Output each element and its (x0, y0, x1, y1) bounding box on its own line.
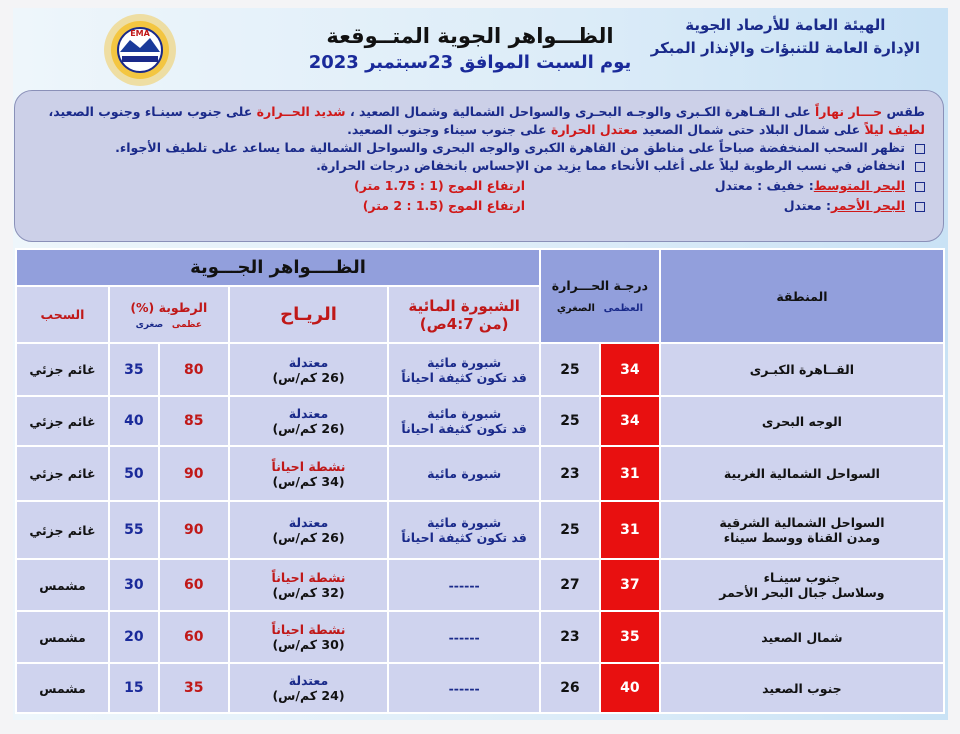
organization-name: الهيئة العامة للأرصاد الجوية الإدارة العا… (651, 14, 920, 60)
humidity-min: 55 (107, 500, 160, 560)
clouds: مشمس (15, 662, 110, 714)
clouds: مشمس (15, 558, 110, 612)
humidity-min: 35 (107, 342, 160, 397)
fog: ------ (387, 558, 541, 612)
fog: شبورة مائية قد تكون كثيفة احياناً (387, 342, 541, 397)
fog: شبورة مائية قد تكون كثيفة احياناً (387, 500, 541, 560)
bullet-clouds: تظهر السحب المنخفضة صباحاً على مناطق من … (33, 139, 925, 157)
date-text: يوم السبت الموافق 23سبتمبر 2023 (308, 52, 632, 73)
forecast-table: المنطقة درجـة الحـــرارة العظمى الصغري ال… (15, 248, 946, 714)
temp-min: 25 (538, 342, 601, 397)
fog: شبورة مائية قد تكون كثيفة احياناً (387, 395, 541, 447)
temp-max: 37 (598, 558, 661, 612)
humidity-max: 85 (157, 395, 230, 447)
header-clouds: السحب (15, 285, 110, 344)
clouds: غائم جزئي (15, 500, 110, 560)
humidity-max: 60 (157, 610, 230, 664)
region: الوجه البحرى (658, 395, 946, 447)
clouds: غائم جزئي (15, 395, 110, 447)
wind: معتدلة (26 كم/س) (227, 500, 390, 560)
checkbox-icon (915, 143, 925, 154)
fog: شبورة مائية (387, 445, 541, 502)
humidity-max: 90 (157, 500, 230, 560)
header-temperature: درجـة الحـــرارة العظمى الصغري (538, 248, 661, 344)
wind: معتدلة (26 كم/س) (227, 342, 390, 397)
humidity-max: 80 (157, 342, 230, 397)
temp-min: 27 (538, 558, 601, 612)
org-line2: الإدارة العامة للتنبؤات والإنذار المبكر (650, 39, 920, 57)
org-line1: الهيئة العامة للأرصاد الجوية (685, 16, 886, 34)
humidity-min: 50 (107, 445, 160, 502)
table-row: جنوب الصعيد 40 26 ------ معتدلة (24 كم/س) 35 15… (15, 662, 946, 714)
region: شمال الصعيد (658, 610, 946, 664)
humidity-min: 30 (107, 558, 160, 612)
checkbox-icon (915, 181, 925, 192)
temp-min: 25 (538, 500, 601, 560)
region: جنوب الصعيد (658, 662, 946, 714)
checkbox-icon (915, 201, 925, 212)
region: السواحل الشمالية الشرقية ومدن القناة ووسط… (658, 500, 946, 560)
header-fog: الشبورة المائية (من 4:7ص) (387, 285, 541, 344)
header-humidity: الرطوبة (%) عظمى صغرى (107, 285, 230, 344)
table-row: السواحل الشمالية الشرقية ومدن القناة ووسط… (15, 500, 946, 560)
wind: معتدلة (26 كم/س) (227, 395, 390, 447)
bullet-humidity: انخفاض في نسب الرطوبة ليلاً على أغلب الأ… (33, 157, 925, 175)
temp-max: 34 (598, 342, 661, 397)
summary-line1: طقس حـــار نهاراً على الـقـاهرة الكـبرى … (48, 104, 926, 119)
humidity-max: 90 (157, 445, 230, 502)
temp-max: 31 (598, 500, 661, 560)
region: القــاهرة الكبـرى (658, 342, 946, 397)
header-region: المنطقة (658, 248, 946, 344)
table-row: شمال الصعيد 35 23 ------ نشطة احياناً (30 كم/… (15, 610, 946, 664)
wind: معتدلة (24 كم/س) (227, 662, 390, 714)
table-row: القــاهرة الكبـرى 34 25 شبورة مائية قد تكون … (15, 342, 946, 397)
humidity-min: 20 (107, 610, 160, 664)
clouds: مشمس (15, 610, 110, 664)
svg-text:EMA: EMA (130, 29, 150, 38)
temp-max: 34 (598, 395, 661, 447)
header-wind: الريـاح (227, 285, 390, 344)
checkbox-icon (915, 161, 925, 172)
region: جنوب سينـاء وسلاسل جبال البحر الأحمر (658, 558, 946, 612)
temp-max: 31 (598, 445, 661, 502)
humidity-max: 35 (157, 662, 230, 714)
clouds: غائم جزئي (15, 342, 110, 397)
temp-min: 23 (538, 610, 601, 664)
temp-min: 23 (538, 445, 601, 502)
summary-line2: لطيف ليلاً على شمال البلاد حتى شمال الصع… (347, 122, 925, 137)
fog: ------ (387, 662, 541, 714)
humidity-min: 40 (107, 395, 160, 447)
wind: نشطة احياناً (32 كم/س) (227, 558, 390, 612)
wind: نشطة احياناً (34 كم/س) (227, 445, 390, 502)
temp-min: 26 (538, 662, 601, 714)
temp-max: 40 (598, 662, 661, 714)
region: السواحل الشمالية الغربية (658, 445, 946, 502)
wind: نشطة احياناً (30 كم/س) (227, 610, 390, 664)
title-text: الظـــواهر الجوية المتــوقعة (326, 24, 614, 48)
table-row: الوجه البحرى 34 25 شبورة مائية قد تكون كثيفة… (15, 395, 946, 447)
humidity-max: 60 (157, 558, 230, 612)
temp-max: 35 (598, 610, 661, 664)
table-row: السواحل الشمالية الغربية 31 23 شبورة مائية ن… (15, 445, 946, 502)
sea-mediterranean: البحر المتوسط: خفيف : معتدل ارتفاع الموج … (33, 177, 925, 195)
ema-logo: EMA (104, 14, 176, 86)
sea-red: البحر الأحمر: معتدل ارتفاع الموج (1.5 : 2… (33, 197, 925, 215)
forecast-summary: طقس حـــار نهاراً على الـقـاهرة الكـبرى … (14, 90, 944, 242)
table-row: جنوب سينـاء وسلاسل جبال البحر الأحمر 37 27-… (15, 558, 946, 612)
temp-min: 25 (538, 395, 601, 447)
clouds: غائم جزئي (15, 445, 110, 502)
page-title: الظـــواهر الجوية المتــوقعة يوم السبت ال… (300, 24, 640, 73)
header-phenomena: الظــــواهر الجـــوية (15, 248, 541, 287)
fog: ------ (387, 610, 541, 664)
humidity-min: 15 (107, 662, 160, 714)
